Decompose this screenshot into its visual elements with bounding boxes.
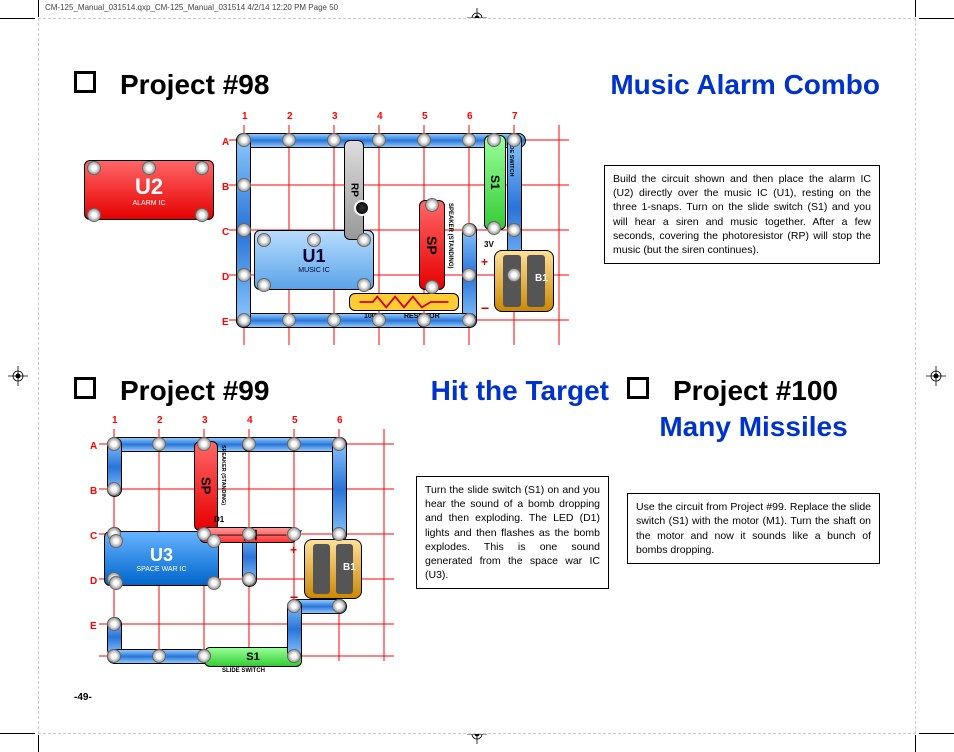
s1-label: S1 <box>488 175 502 190</box>
crop-mark <box>915 0 916 17</box>
component-b1: B1 <box>494 250 554 312</box>
project-100-number: Project #100 <box>673 375 838 407</box>
svg-text:2: 2 <box>157 415 163 426</box>
project-98-circuit: 123 4567 ABC DE U2 ALARM IC U1 MUSIC I <box>74 105 574 355</box>
crop-mark <box>0 733 35 734</box>
project-99-checkbox[interactable] <box>74 377 96 399</box>
crop-mark <box>0 18 35 19</box>
svg-text:3: 3 <box>202 415 208 426</box>
crop-mark <box>38 735 39 752</box>
project-98-header: Project #98 Music Alarm Combo <box>74 69 880 101</box>
registration-mark <box>8 366 28 386</box>
svg-text:1: 1 <box>112 415 118 426</box>
sp-sublabel: SPEAKER (STANDING) <box>447 203 453 269</box>
u2-label: U2 <box>135 174 163 200</box>
svg-text:5: 5 <box>422 111 428 122</box>
project-100-header: Project #100 <box>627 375 880 407</box>
project-98-description: Build the circuit shown and then place t… <box>604 165 880 264</box>
svg-text:4: 4 <box>377 111 383 122</box>
project-100-checkbox[interactable] <box>627 377 649 399</box>
svg-text:6: 6 <box>337 415 343 426</box>
project-99-header: Project #99 Hit the Target <box>74 375 609 407</box>
sp-label: SP <box>424 236 440 255</box>
crop-mark <box>919 733 954 734</box>
s1-sublabel-2: SLIDE SWITCH <box>222 668 265 674</box>
svg-text:4: 4 <box>247 415 253 426</box>
svg-text:7: 7 <box>512 111 518 122</box>
svg-text:5: 5 <box>292 415 298 426</box>
component-sp: SP <box>419 200 445 290</box>
u3-label: U3 <box>150 545 173 566</box>
d1-label: D1 <box>214 515 224 524</box>
plus-icon-2: + <box>290 543 297 557</box>
project-98-title: Music Alarm Combo <box>610 69 880 101</box>
svg-text:B: B <box>90 486 97 497</box>
u3-sublabel: SPACE WAR IC <box>136 566 186 573</box>
project-99-circuit: 1 2 3 4 5 6 A B C D E <box>74 411 404 671</box>
svg-text:D: D <box>90 576 97 587</box>
project-99-description: Turn the slide switch (S1) on and you he… <box>416 476 609 589</box>
page-content: Project #98 Music Alarm Combo <box>38 18 916 734</box>
rp-label: RP <box>349 183 360 197</box>
crop-mark <box>919 18 954 19</box>
svg-text:C: C <box>90 531 97 542</box>
project-99-title: Hit the Target <box>431 375 609 407</box>
svg-text:3: 3 <box>332 111 338 122</box>
svg-text:E: E <box>222 317 229 328</box>
svg-text:A: A <box>222 137 229 148</box>
svg-text:C: C <box>222 227 229 238</box>
component-s1: S1 <box>484 135 506 230</box>
s1-label-2: S1 <box>246 651 259 663</box>
project-98-checkbox[interactable] <box>74 71 96 93</box>
svg-text:A: A <box>90 441 97 452</box>
component-b1-2: B1 <box>304 539 362 599</box>
svg-text:E: E <box>90 621 97 632</box>
sp-sublabel-2: SPEAKER (STANDING) <box>220 445 226 505</box>
project-100-description: Use the circuit from Project #99. Replac… <box>627 493 880 564</box>
u1-label: U1 <box>302 246 325 267</box>
svg-text:B: B <box>222 182 229 193</box>
project-99-number: Project #99 <box>120 375 269 407</box>
svg-text:1: 1 <box>242 111 248 122</box>
plus-icon: + <box>481 255 488 269</box>
project-98-number: Project #98 <box>120 69 269 101</box>
component-resistor <box>349 293 459 311</box>
project-100-title: Many Missiles <box>627 411 880 443</box>
photoresistor-icon <box>354 200 370 216</box>
svg-text:6: 6 <box>467 111 473 122</box>
minus-icon: − <box>481 300 489 316</box>
registration-mark <box>926 366 946 386</box>
sp-label-2: SP <box>199 477 214 494</box>
component-rp: RP <box>344 140 364 240</box>
svg-text:2: 2 <box>287 111 293 122</box>
u1-sublabel: MUSIC IC <box>298 267 330 274</box>
crop-mark <box>915 735 916 752</box>
svg-text:D: D <box>222 272 229 283</box>
three-v-label: 3V <box>484 240 494 249</box>
page-number: -49- <box>74 692 92 703</box>
crop-mark <box>38 0 39 17</box>
u2-sublabel: ALARM IC <box>132 200 165 207</box>
print-slug: CM-125_Manual_031514.qxp_CM-125_Manual_0… <box>45 3 338 12</box>
